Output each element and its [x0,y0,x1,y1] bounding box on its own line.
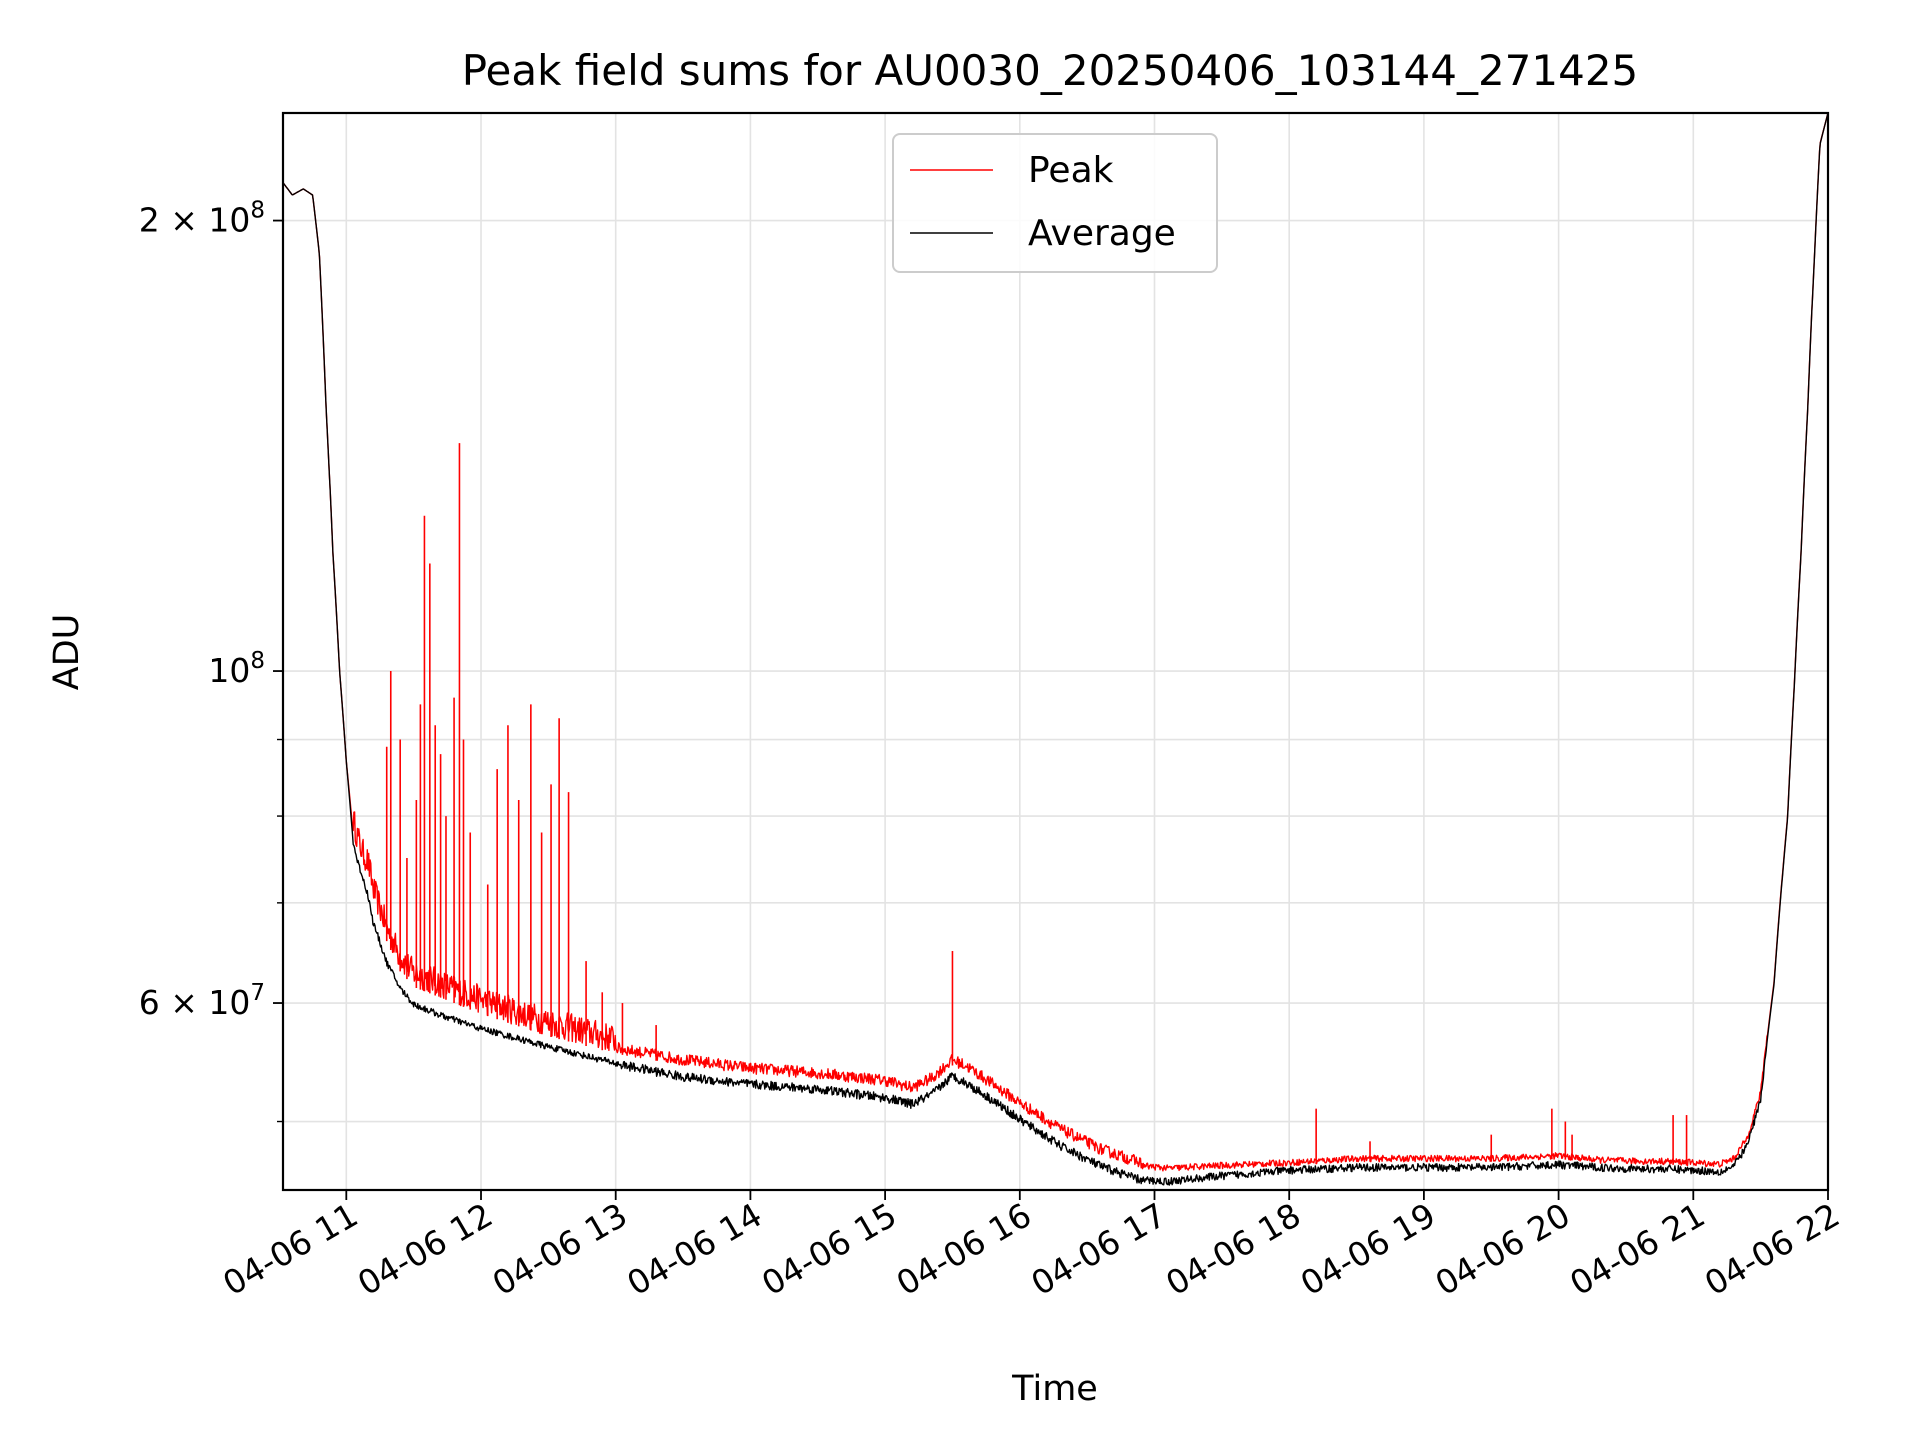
gridlines [283,113,1829,1190]
y-tick-label: 108 [208,648,265,690]
y-tick-label: 2 × 108 [139,198,265,240]
legend-box [892,133,1218,273]
legend-label-peak: Peak [1028,150,1114,191]
series-line-average [283,113,1828,1186]
plot-frame [281,111,1830,1192]
y-axis-label: ADU [47,614,87,691]
x-axis-label: Time [1011,1369,1098,1409]
legend-label-average: Average [1028,213,1176,254]
y-tick-label: 6 × 107 [139,980,265,1022]
series-line-peak [283,113,1828,1172]
chart-title: Peak field sums for AU0030_20250406_1031… [462,46,1639,95]
series-layer [283,113,1828,1186]
legend: Peak Average [892,133,1218,273]
y-axis: 108 2 × 108 6 × 107 [139,198,283,1123]
